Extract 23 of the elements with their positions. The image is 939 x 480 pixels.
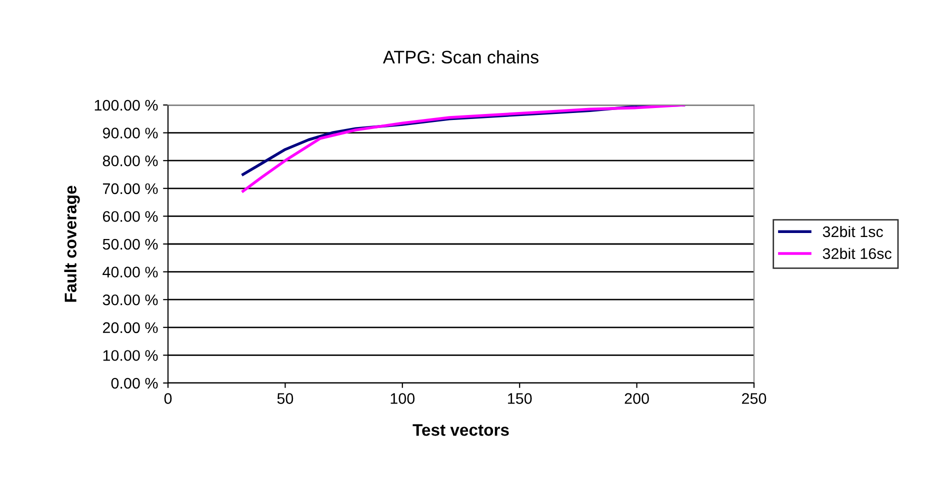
y-tick-label: 90.00 %	[102, 128, 158, 138]
y-tick-label: 30.00 %	[102, 294, 158, 306]
legend-label: 32bit 1sc	[822, 226, 883, 238]
y-axis-title: Fault coverage	[64, 186, 80, 302]
y-tick-label: 50.00 %	[102, 238, 158, 250]
y-tick-label: 20.00 %	[102, 322, 158, 334]
line-series	[242, 105, 686, 193]
x-tick-label: 200	[624, 393, 649, 404]
x-tick-label: 100	[390, 393, 415, 404]
x-tick-label: 50	[277, 393, 294, 404]
y-tick-label: 40.00 %	[102, 266, 158, 278]
y-tick-label: 60.00 %	[102, 211, 158, 222]
y-tick-label: 10.00 %	[103, 350, 158, 361]
chart-title: ATPG: Scan chains	[382, 50, 538, 64]
x-tick-label: 0	[164, 393, 172, 404]
y-tick-label: 100.00 %	[94, 100, 158, 111]
y-tick-label: 80.00 %	[102, 155, 158, 166]
x-tick-label: 250	[742, 393, 766, 404]
x-tick-label: 150	[508, 393, 532, 404]
y-tick-label: 70.00 %	[103, 183, 158, 194]
x-axis-title: Test vectors	[412, 424, 509, 436]
y-tick-label: 0.00 %	[111, 378, 158, 389]
legend-label: 32bit 16sc	[822, 248, 892, 260]
